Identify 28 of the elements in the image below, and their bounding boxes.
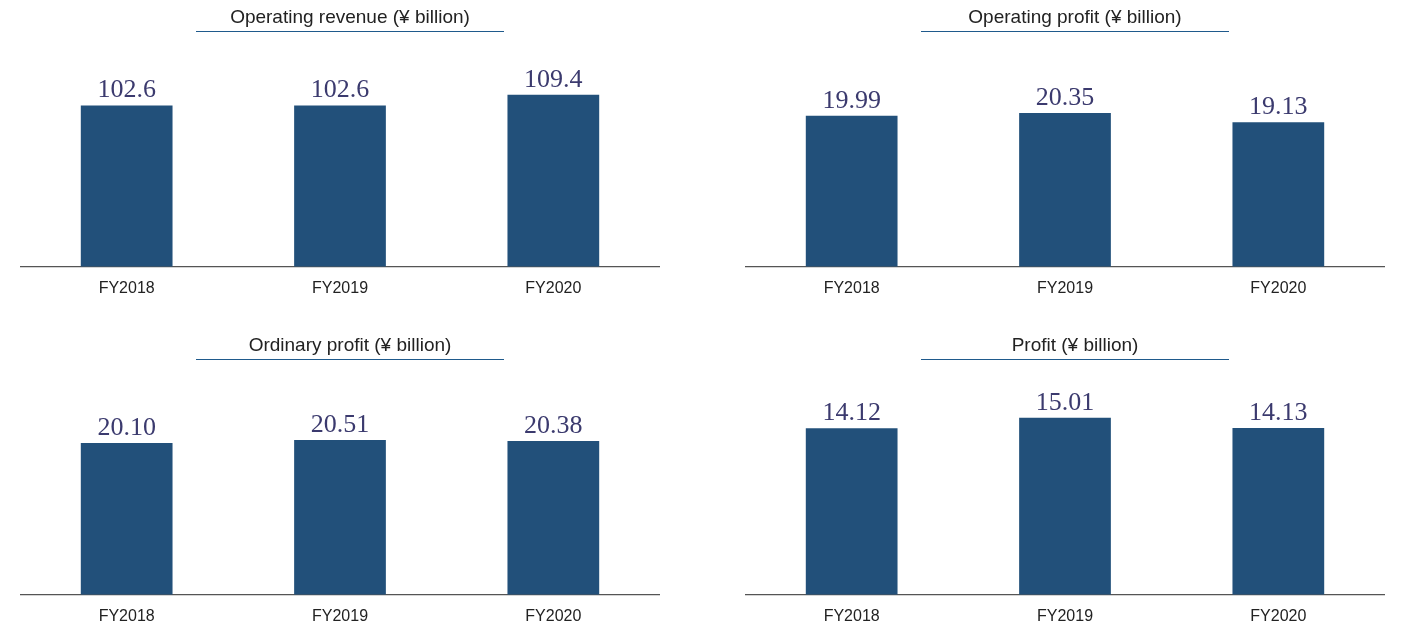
x-tick-label: FY2018 — [98, 606, 155, 624]
data-label: 20.35 — [1035, 81, 1095, 111]
data-label: 20.10 — [97, 411, 156, 441]
x-tick-label: FY2020 — [525, 278, 582, 296]
data-label: 14.13 — [1249, 396, 1308, 426]
x-tick-label: FY2019 — [311, 278, 369, 296]
chart-title: Operating revenue (¥ billion) — [196, 6, 504, 32]
data-label: 15.01 — [1035, 386, 1095, 416]
x-tick-label: FY2018 — [823, 278, 880, 296]
x-tick-label: FY2020 — [1250, 606, 1307, 624]
data-label: 20.38 — [524, 409, 583, 439]
x-tick-label: FY2020 — [525, 606, 582, 624]
chart-title: Ordinary profit (¥ billion) — [196, 334, 504, 360]
x-tick-label: FY2020 — [1250, 278, 1307, 296]
data-label: 20.51 — [310, 408, 370, 438]
data-label: 102.6 — [310, 74, 370, 104]
chart-title: Profit (¥ billion) — [921, 334, 1229, 360]
data-label: 102.6 — [97, 74, 156, 104]
data-label: 14.12 — [822, 397, 881, 427]
x-tick-label: FY2018 — [823, 606, 880, 624]
x-tick-label: FY2019 — [1036, 278, 1094, 296]
x-tick-label: FY2019 — [1036, 606, 1094, 624]
x-tick-label: FY2018 — [98, 278, 155, 296]
chart-title: Operating profit (¥ billion) — [921, 6, 1229, 32]
data-label: 19.99 — [822, 84, 881, 114]
data-label: 19.13 — [1249, 91, 1308, 121]
data-label: 109.4 — [524, 63, 583, 93]
x-tick-label: FY2019 — [311, 606, 369, 624]
